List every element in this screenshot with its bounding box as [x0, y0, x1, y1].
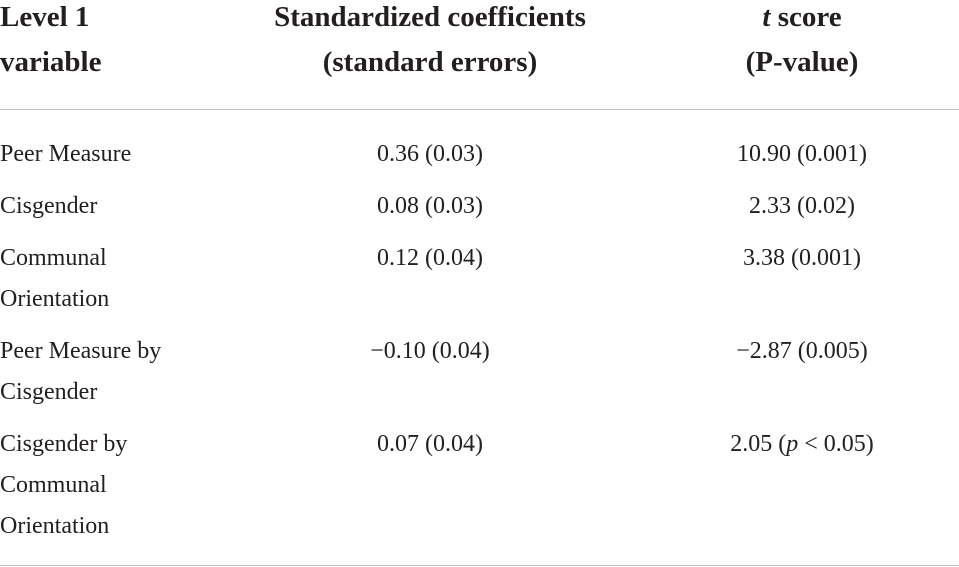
header-line: t score — [645, 0, 959, 40]
variable-cell: Peer Measure by Cisgender — [0, 338, 162, 405]
header-line: (P-value) — [745, 46, 859, 78]
value-cell: 0.36 (0.03) — [377, 141, 483, 167]
value-cell: 2.33 (0.02) — [749, 193, 855, 219]
value-cell: −0.10 (0.04) — [370, 338, 490, 364]
variable-cell: Communal Orientation — [0, 245, 110, 312]
table-row: Communal Orientation 0.12 (0.04) 3.38 (0.0… — [0, 238, 959, 331]
value-cell: 3.38 (0.001) — [743, 245, 861, 271]
text-run: < 0.05) — [798, 431, 874, 457]
header-line: variable — [0, 46, 102, 78]
text-run: p — [786, 431, 799, 457]
header-cell: Standardized coefficients (standard error… — [215, 0, 645, 110]
table-row: Peer Measure by Cisgender −0.10 (0.04) −2.… — [0, 331, 959, 424]
text-run: 2.05 ( — [730, 431, 787, 457]
value-cell: 2.05 (p < 0.05) — [645, 424, 959, 566]
variable-cell: Cisgender by Communal Orientation — [0, 424, 215, 566]
table-row: Peer Measure 0.36 (0.03) 10.90 (0.001) — [0, 110, 959, 187]
header-cell: Level 1 variable — [0, 0, 215, 110]
variable-cell: Cisgender — [0, 193, 98, 219]
value-cell: 0.08 (0.03) — [377, 193, 483, 219]
text-run: score — [770, 1, 842, 33]
value-cell: 0.07 (0.04) — [215, 424, 645, 566]
table-row: Cisgender by Communal Orientation 0.07 (0… — [0, 424, 959, 566]
header-line: (standard errors) — [322, 46, 538, 78]
header-row: Level 1 variable Standardized coefficients… — [0, 0, 959, 110]
header-line: Standardized coefficients — [274, 1, 586, 33]
table-body: Peer Measure 0.36 (0.03) 10.90 (0.001) Cisg… — [0, 110, 959, 566]
header-line: Level 1 — [0, 1, 90, 33]
variable-cell: Peer Measure — [0, 141, 132, 167]
text-run: t — [762, 1, 771, 33]
value-cell: 10.90 (0.001) — [737, 141, 867, 167]
table-row: Cisgender 0.08 (0.03) 2.33 (0.02) — [0, 186, 959, 238]
header-cell: t score (P-value) — [645, 0, 959, 110]
value-cell: −2.87 (0.005) — [736, 338, 868, 364]
value-cell: 0.12 (0.04) — [377, 245, 483, 271]
